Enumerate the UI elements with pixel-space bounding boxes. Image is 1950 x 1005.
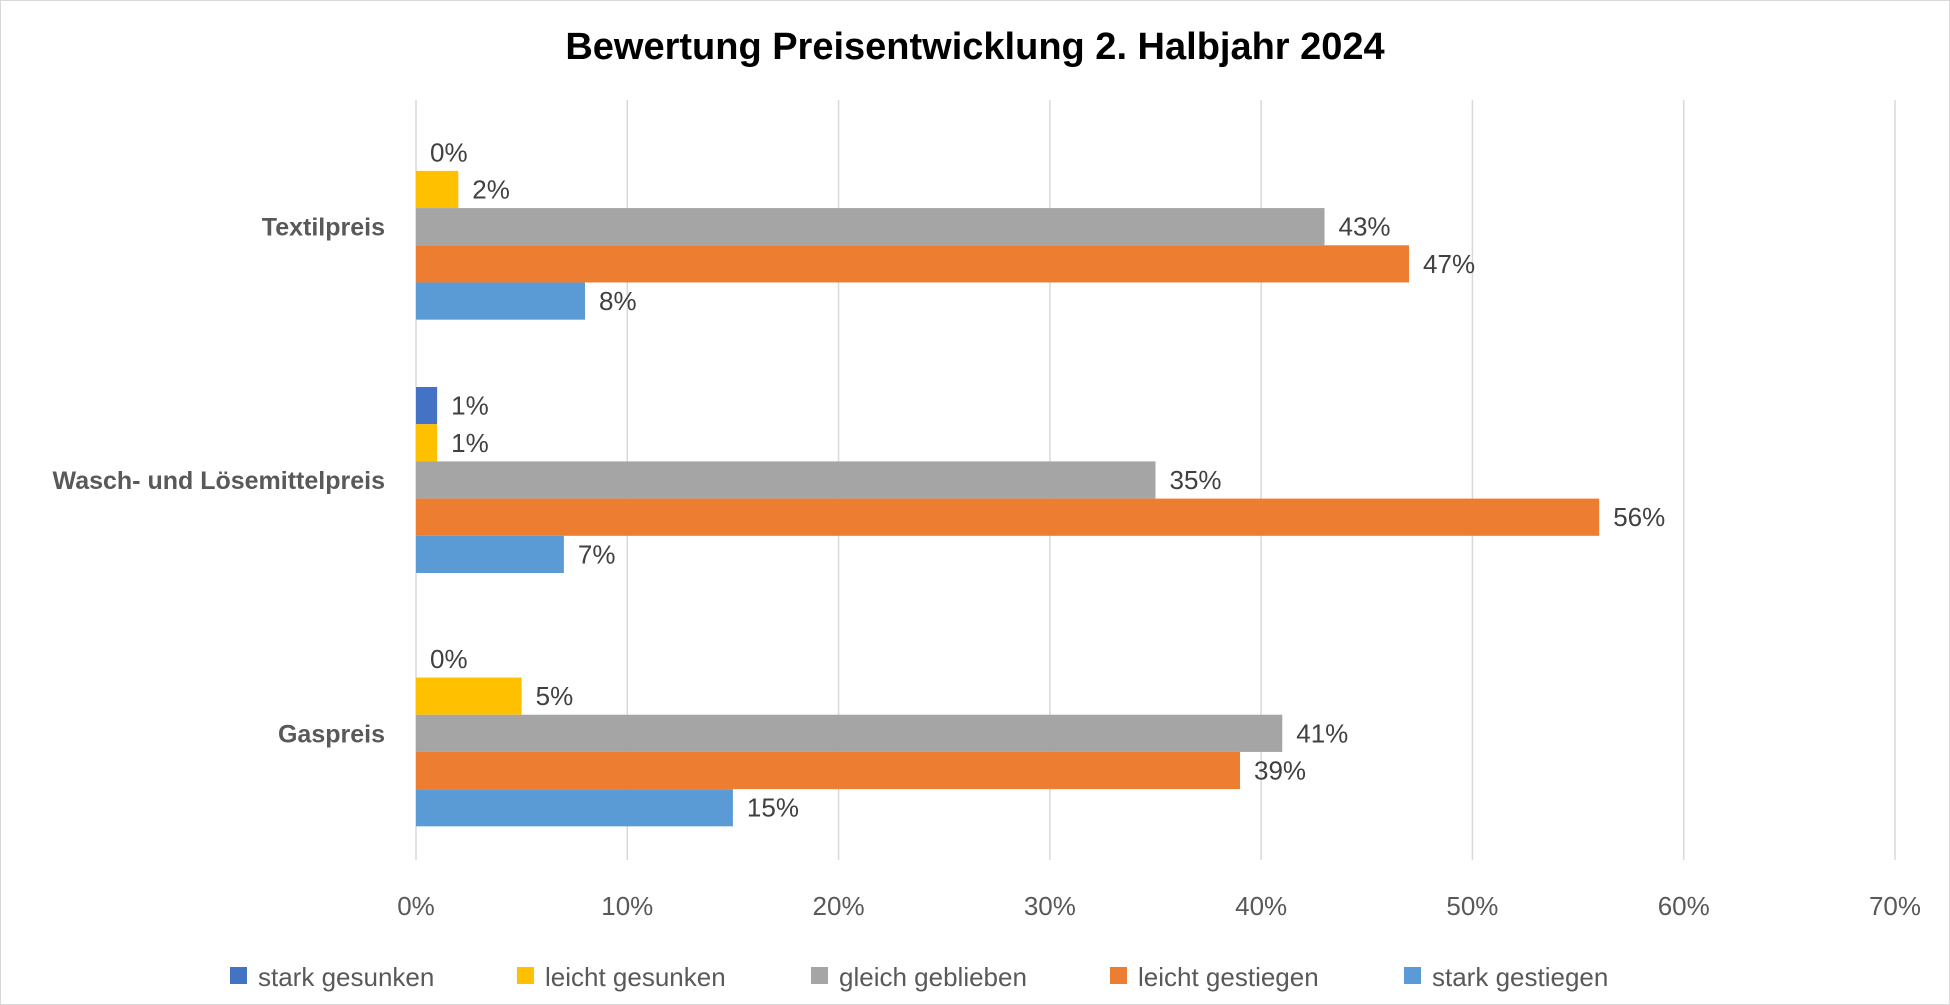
- bar-leicht-gestiegen: [416, 498, 1600, 536]
- legend-label: stark gesunken: [258, 962, 434, 992]
- category-labels: Textilpreis Wasch- und Lösemittelpreis Gas…: [53, 214, 385, 749]
- x-tick-label: 0%: [397, 891, 435, 921]
- x-axis-tick-labels: 0% 10% 20% 30% 40% 50% 60% 70%: [397, 891, 1921, 921]
- data-label: 35%: [1170, 465, 1222, 495]
- bar-stark-gestiegen: [416, 282, 586, 320]
- bar-gleich-geblieben: [416, 461, 1156, 499]
- data-label: 8%: [599, 286, 637, 316]
- data-labels: 0%2%43%47%8%1%1%35%56%7%0%5%41%39%15%: [430, 137, 1665, 822]
- data-label: 1%: [451, 428, 489, 458]
- bars: [416, 170, 1600, 827]
- legend-label: leicht gesunken: [545, 962, 726, 992]
- bar-stark-gestiegen: [416, 535, 564, 573]
- x-tick-label: 30%: [1024, 891, 1076, 921]
- x-tick-label: 50%: [1446, 891, 1498, 921]
- bar-leicht-gesunken: [416, 677, 522, 715]
- legend-label: leicht gestiegen: [1138, 962, 1319, 992]
- bar-stark-gesunken: [416, 387, 438, 425]
- x-tick-label: 40%: [1235, 891, 1287, 921]
- data-label: 0%: [430, 644, 468, 674]
- x-tick-label: 20%: [813, 891, 865, 921]
- legend-label: stark gestiegen: [1432, 962, 1608, 992]
- chart-title: Bewertung Preisentwicklung 2. Halbjahr 2…: [565, 26, 1384, 68]
- data-label: 41%: [1296, 718, 1348, 748]
- data-label: 7%: [578, 539, 616, 569]
- x-tick-label: 70%: [1869, 891, 1921, 921]
- legend-swatch-stark-gestiegen: [1404, 967, 1421, 984]
- bar-gleich-geblieben: [416, 208, 1325, 246]
- bar-leicht-gestiegen: [416, 751, 1241, 790]
- legend-label: gleich geblieben: [839, 962, 1027, 992]
- legend-swatch-leicht-gesunken: [517, 967, 534, 984]
- data-label: 5%: [536, 681, 574, 711]
- data-label: 39%: [1254, 756, 1306, 786]
- category-label: Wasch- und Lösemittelpreis: [53, 467, 385, 495]
- data-label: 1%: [451, 391, 489, 421]
- data-label: 56%: [1613, 502, 1665, 532]
- data-label: 15%: [747, 793, 799, 823]
- bar-gleich-geblieben: [416, 714, 1283, 752]
- legend-swatch-leicht-gestiegen: [1110, 967, 1127, 984]
- data-label: 2%: [472, 174, 510, 204]
- data-label: 47%: [1423, 249, 1475, 279]
- bar-leicht-gestiegen: [416, 245, 1410, 283]
- bar-stark-gestiegen: [416, 789, 733, 827]
- data-label: 0%: [430, 137, 468, 167]
- bar-leicht-gesunken: [416, 170, 459, 209]
- legend-swatch-stark-gesunken: [230, 967, 247, 984]
- x-tick-label: 10%: [601, 891, 653, 921]
- legend-swatch-gleich-geblieben: [811, 967, 828, 984]
- legend: stark gesunken leicht gesunken gleich gebl…: [230, 962, 1608, 992]
- category-label: Gaspreis: [278, 720, 385, 748]
- bar-leicht-gesunken: [416, 424, 438, 462]
- x-tick-label: 60%: [1658, 891, 1710, 921]
- category-label: Textilpreis: [262, 214, 385, 242]
- data-label: 43%: [1339, 212, 1391, 242]
